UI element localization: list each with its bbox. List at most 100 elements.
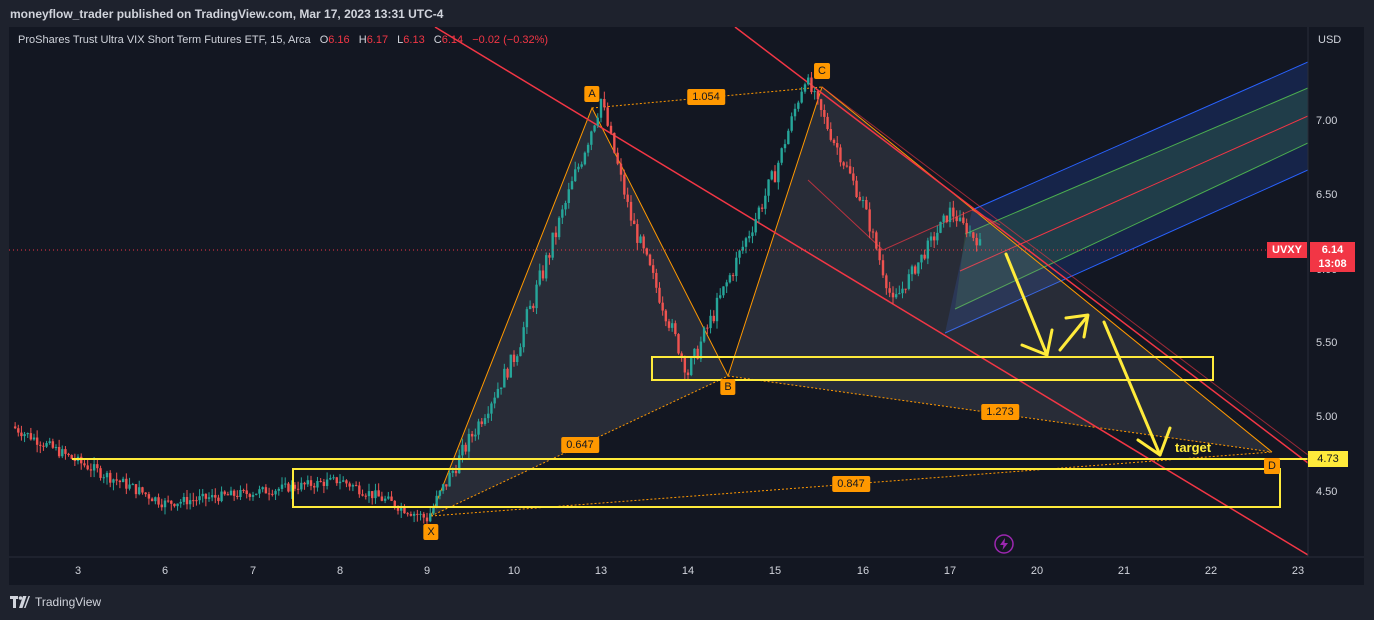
candle-body[interactable] [564, 202, 567, 210]
candle-body[interactable] [147, 494, 151, 499]
candle-body[interactable] [764, 195, 767, 209]
candle-body[interactable] [613, 132, 616, 153]
candle-body[interactable] [865, 199, 868, 210]
candle-body[interactable] [102, 477, 105, 479]
candle-body[interactable] [166, 500, 170, 502]
candle-body[interactable] [354, 485, 358, 487]
candle-body[interactable] [499, 387, 503, 389]
candle-body[interactable] [464, 444, 467, 452]
candle-body[interactable] [623, 174, 626, 195]
candle-body[interactable] [480, 421, 483, 425]
candle-body[interactable] [351, 485, 355, 487]
candle-body[interactable] [503, 368, 506, 388]
candle-body[interactable] [496, 388, 500, 398]
candle-body[interactable] [89, 469, 93, 471]
candle-body[interactable] [48, 441, 51, 444]
candle-body[interactable] [955, 216, 958, 222]
candle-body[interactable] [770, 171, 773, 180]
candle-body[interactable] [648, 254, 652, 266]
candle-body[interactable] [61, 449, 64, 457]
candle-body[interactable] [655, 272, 658, 288]
candle-body[interactable] [348, 483, 351, 487]
candle-body[interactable] [819, 99, 823, 110]
candle-body[interactable] [223, 491, 226, 495]
candle-body[interactable] [803, 84, 807, 92]
candle-body[interactable] [380, 496, 384, 501]
candle-body[interactable] [39, 444, 42, 446]
candle-body[interactable] [13, 426, 17, 429]
candle-body[interactable] [926, 240, 930, 259]
lightning-icon[interactable] [993, 533, 1015, 555]
candle-body[interactable] [528, 305, 532, 310]
candle-body[interactable] [232, 490, 236, 496]
candle-body[interactable] [619, 163, 623, 175]
candle-body[interactable] [195, 500, 198, 502]
candle-body[interactable] [236, 495, 239, 498]
candle-body[interactable] [783, 144, 787, 149]
currency-label[interactable]: USD [1318, 34, 1342, 46]
candle-body[interactable] [590, 131, 593, 145]
candle-body[interactable] [702, 327, 706, 342]
candle-body[interactable] [823, 109, 826, 117]
candle-body[interactable] [972, 232, 975, 238]
candle-body[interactable] [445, 484, 448, 487]
candle-body[interactable] [306, 480, 309, 485]
candle-body[interactable] [894, 294, 898, 298]
candle-body[interactable] [419, 513, 422, 515]
candle-body[interactable] [871, 231, 875, 233]
candle-body[interactable] [361, 494, 364, 496]
candle-body[interactable] [962, 217, 965, 224]
candle-body[interactable] [639, 236, 642, 243]
candle-body[interactable] [204, 493, 208, 499]
candle-body[interactable] [345, 480, 348, 484]
candle-body[interactable] [267, 493, 271, 495]
candle-body[interactable] [725, 282, 728, 287]
candle-body[interactable] [754, 219, 757, 233]
candle-body[interactable] [160, 504, 163, 508]
candle-body[interactable] [731, 275, 735, 277]
candle-body[interactable] [616, 152, 619, 164]
candle-body[interactable] [719, 295, 722, 298]
candle-body[interactable] [248, 494, 252, 497]
candle-body[interactable] [332, 477, 335, 479]
candle-body[interactable] [885, 275, 888, 289]
candle-body[interactable] [287, 483, 290, 492]
candle-body[interactable] [86, 465, 89, 470]
candle-body[interactable] [715, 297, 719, 322]
candle-body[interactable] [522, 327, 525, 348]
candle-body[interactable] [367, 491, 371, 497]
candle-body[interactable] [255, 493, 258, 495]
candle-body[interactable] [852, 173, 855, 181]
candle-body[interactable] [583, 152, 587, 165]
candle-body[interactable] [816, 91, 820, 100]
candle-body[interactable] [626, 194, 629, 202]
candle-body[interactable] [839, 147, 842, 163]
candle-body[interactable] [680, 353, 683, 358]
candle-body[interactable] [432, 506, 435, 514]
candle-body[interactable] [70, 455, 73, 459]
candle-body[interactable] [907, 274, 911, 289]
candle-body[interactable] [214, 495, 217, 498]
candle-body[interactable] [51, 441, 55, 448]
candle-body[interactable] [664, 310, 668, 322]
candle-body[interactable] [875, 232, 878, 249]
candle-body[interactable] [490, 403, 493, 414]
candle-body[interactable] [64, 449, 67, 454]
candle-body[interactable] [451, 470, 454, 473]
candle-body[interactable] [176, 503, 179, 507]
candle-body[interactable] [965, 223, 968, 234]
candle-body[interactable] [67, 453, 70, 456]
candle-body[interactable] [757, 207, 761, 220]
candle-body[interactable] [642, 236, 645, 249]
candle-body[interactable] [80, 456, 83, 464]
candle-body[interactable] [342, 480, 345, 482]
candle-body[interactable] [131, 484, 134, 486]
candle-body[interactable] [112, 479, 115, 483]
candle-body[interactable] [629, 201, 633, 221]
candle-body[interactable] [735, 257, 738, 277]
candle-body[interactable] [645, 248, 649, 255]
candle-body[interactable] [293, 484, 297, 489]
candle-body[interactable] [509, 354, 512, 378]
candle-body[interactable] [901, 288, 904, 294]
candle-body[interactable] [780, 148, 783, 163]
